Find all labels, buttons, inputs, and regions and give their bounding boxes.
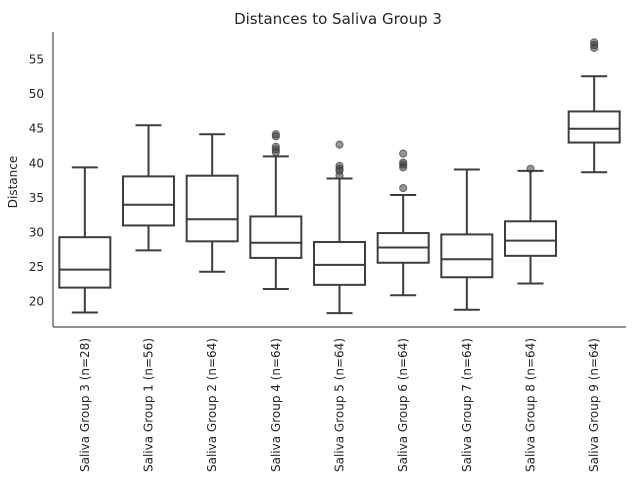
outlier-point — [399, 158, 408, 167]
y-tick-label: 40 — [29, 156, 44, 170]
chart-title: Distances to Saliva Group 3 — [234, 10, 442, 28]
box-iqr — [122, 175, 175, 227]
outlier-point — [271, 130, 280, 139]
x-tick-label: Saliva Group 4 (n=64) — [269, 338, 283, 472]
outlier-point — [335, 161, 344, 171]
x-tick-label: Saliva Group 8 (n=64) — [524, 338, 538, 472]
y-tick-label: 35 — [29, 191, 44, 205]
y-tick-label: 55 — [29, 53, 44, 67]
x-tick-label: Saliva Group 9 (n=64) — [587, 338, 601, 472]
outlier-point — [399, 184, 408, 193]
box-iqr — [58, 236, 112, 289]
box-iqr — [185, 174, 239, 243]
y-axis-label: Distance — [6, 156, 20, 208]
x-tick-label: Saliva Group 2 (n=64) — [205, 338, 219, 472]
x-tick-label: Saliva Group 6 (n=64) — [396, 338, 410, 472]
box-iqr — [567, 110, 621, 144]
plot-area: 20 25 30 35 40 45 50 55 Saliva Group 3 (n=28) Sal… — [29, 38, 621, 472]
y-tick-label: 50 — [29, 87, 44, 101]
box-iqr — [249, 215, 303, 259]
outlier-point — [399, 149, 408, 158]
y-tick-label: 30 — [29, 225, 44, 239]
box-iqr — [313, 241, 366, 286]
y-tick-label: 45 — [29, 122, 44, 136]
box-iqr — [504, 220, 557, 257]
y-tick-label: 20 — [29, 294, 44, 308]
outlier-point — [590, 38, 599, 47]
box-iqr — [440, 233, 494, 279]
outlier-point — [271, 142, 280, 151]
outlier-point — [335, 140, 344, 149]
x-tick-label: Saliva Group 5 (n=64) — [333, 338, 347, 472]
x-tick-label: Saliva Group 3 (n=28) — [78, 338, 92, 472]
x-tick-label: Saliva Group 1 (n=56) — [142, 338, 156, 472]
x-tick-label: Saliva Group 7 (n=64) — [460, 338, 474, 472]
y-tick-label: 25 — [29, 260, 44, 274]
outlier-point — [526, 164, 535, 173]
